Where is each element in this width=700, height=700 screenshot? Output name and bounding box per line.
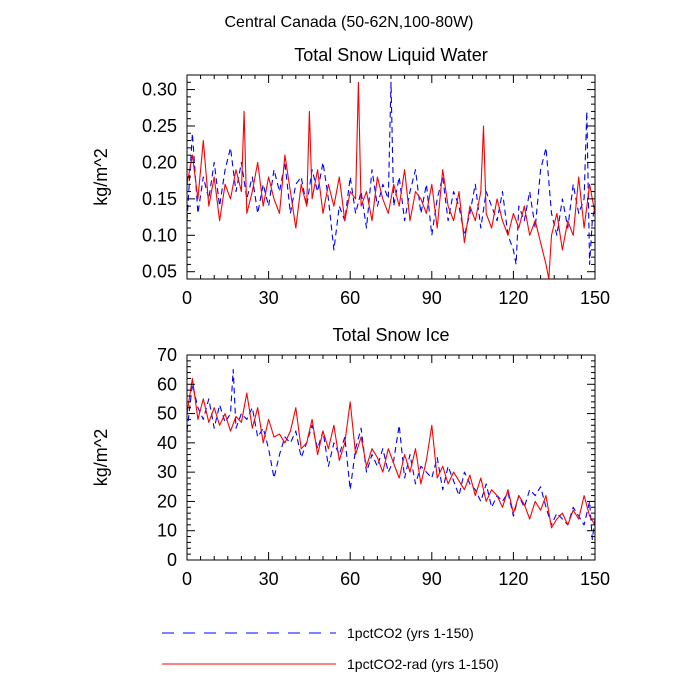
x-tick-label: 60 <box>340 569 360 589</box>
legend: 1pctCO2 (yrs 1-150) 1pctCO2-rad (yrs 1-15… <box>162 625 499 672</box>
y-tick-label: 50 <box>157 404 177 424</box>
y-tick-label: 0.20 <box>142 152 177 172</box>
x-tick-label: 90 <box>422 569 442 589</box>
series-line-1pctco2 <box>186 81 596 265</box>
series-line-1pctco2-rad <box>186 377 596 529</box>
y-axis-label: kg/m^2 <box>91 148 111 205</box>
figure-title: Central Canada (50-62N,100-80W) <box>224 14 473 31</box>
y-tick-label: 10 <box>157 521 177 541</box>
y-tick-label: 60 <box>157 374 177 394</box>
x-tick-label: 60 <box>340 288 360 308</box>
panel-title: Total Snow Ice <box>332 325 449 345</box>
y-tick-label: 0 <box>167 550 177 570</box>
x-tick-label: 150 <box>580 569 610 589</box>
y-tick-label: 0.10 <box>142 225 177 245</box>
y-tick-label: 30 <box>157 462 177 482</box>
legend-label-1pctco2-rad: 1pctCO2-rad (yrs 1-150) <box>347 656 499 672</box>
y-tick-label: 0.05 <box>142 262 177 282</box>
legend-label-1pctco2: 1pctCO2 (yrs 1-150) <box>347 625 474 641</box>
y-tick-label: 0.25 <box>142 116 177 136</box>
x-tick-label: 30 <box>259 288 279 308</box>
series-line-1pctco2 <box>186 369 596 541</box>
series-line-1pctco2-rad <box>186 81 596 280</box>
y-tick-label: 40 <box>157 433 177 453</box>
x-tick-label: 150 <box>580 288 610 308</box>
y-tick-label: 0.30 <box>142 80 177 100</box>
x-tick-label: 30 <box>259 569 279 589</box>
snow-ice-panel: Total Snow Ice kg/m^2 0 30 60 90 120 150 0 10 20 30… <box>91 325 610 589</box>
y-tick-label: 70 <box>157 345 177 365</box>
x-tick-label: 0 <box>182 569 192 589</box>
y-axis-label: kg/m^2 <box>91 429 111 486</box>
x-tick-label: 90 <box>422 288 442 308</box>
y-tick-label: 20 <box>157 491 177 511</box>
snow-liquid-water-panel: Total Snow Liquid Water kg/m^2 0 30 60 90 120 1… <box>91 45 610 308</box>
panel-title: Total Snow Liquid Water <box>294 45 487 65</box>
x-tick-label: 120 <box>498 569 528 589</box>
x-tick-label: 0 <box>182 288 192 308</box>
y-tick-label: 0.15 <box>142 189 177 209</box>
x-tick-label: 120 <box>498 288 528 308</box>
